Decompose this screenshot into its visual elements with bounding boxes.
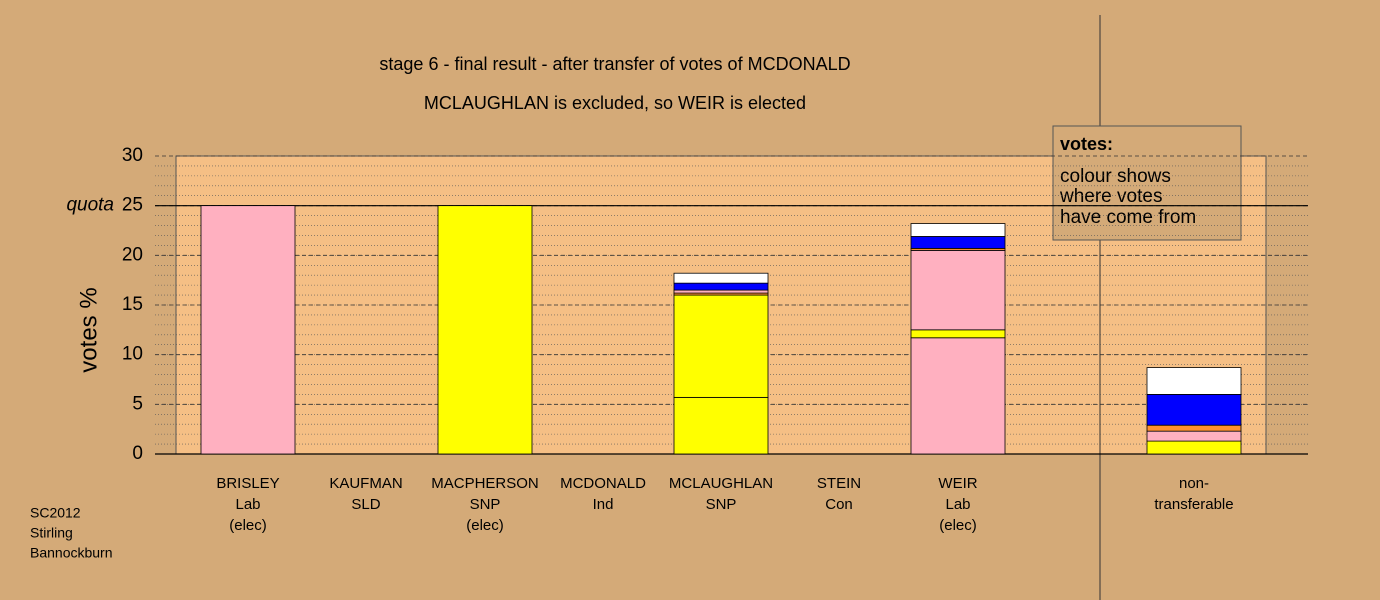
bar-segment [1146, 440, 1242, 455]
x-tick-label: WEIR [938, 475, 977, 492]
y-tick-label: 15 [122, 294, 143, 315]
chart-subtitle: MCLAUGHLAN is excluded, so WEIR is elect… [424, 93, 806, 113]
footer-line: Stirling [30, 525, 73, 541]
x-tick-label: Lab [235, 496, 260, 513]
x-tick-label: SNP [706, 496, 737, 513]
x-tick-label: BRISLEY [216, 475, 279, 492]
footer-line: SC2012 [30, 505, 81, 521]
note-box [1052, 125, 1242, 241]
bar-segment [673, 294, 769, 398]
note-line: have come from [1060, 207, 1196, 228]
x-tick-label: (elec) [939, 517, 977, 534]
x-tick-label: (elec) [466, 517, 504, 534]
y-tick-label: 5 [132, 393, 143, 414]
bar-segment [910, 236, 1006, 249]
x-tick-label: MACPHERSON [431, 475, 539, 492]
x-tick-label: non- [1179, 475, 1209, 492]
y-tick-label: 30 [122, 145, 143, 166]
x-tick-label: Lab [945, 496, 970, 513]
bar-segment [910, 329, 1006, 339]
bar-segment [1146, 430, 1242, 442]
quota-label: quota [66, 195, 114, 216]
x-tick-label: STEIN [817, 475, 861, 492]
x-tick-label: SLD [351, 496, 380, 513]
x-tick-label: MCLAUGHLAN [669, 475, 773, 492]
y-tick-label: 25 [122, 195, 143, 216]
bar-segment [673, 282, 769, 291]
y-axis-label: votes % [75, 287, 102, 372]
x-tick-label: Ind [593, 496, 614, 513]
x-tick-label: transferable [1154, 496, 1233, 513]
note-line: where votes [1059, 186, 1162, 207]
bar-segment [910, 249, 1006, 331]
x-tick-label: MCDONALD [560, 475, 646, 492]
footer-line: Bannockburn [30, 545, 113, 561]
x-tick-label: (elec) [229, 517, 267, 534]
x-tick-label: KAUFMAN [329, 475, 402, 492]
chart-title: stage 6 - final result - after transfer … [379, 54, 850, 74]
note-line: colour shows [1060, 166, 1171, 187]
bar-segment [1146, 393, 1242, 426]
x-tick-label: Con [825, 496, 853, 513]
bar-segment [673, 272, 769, 284]
note-title: votes: [1060, 134, 1113, 154]
bar-segment [1146, 424, 1242, 432]
bar-segment [673, 396, 769, 455]
bar-segment [910, 337, 1006, 455]
bar-segment [673, 289, 769, 294]
y-tick-label: 0 [132, 443, 143, 464]
x-tick-label: SNP [470, 496, 501, 513]
y-tick-label: 10 [122, 344, 143, 365]
bar-segment [200, 205, 296, 455]
bar-segment [1146, 367, 1242, 395]
bar-segment [910, 223, 1006, 237]
bar-segment [437, 205, 533, 455]
y-tick-label: 20 [122, 244, 143, 265]
